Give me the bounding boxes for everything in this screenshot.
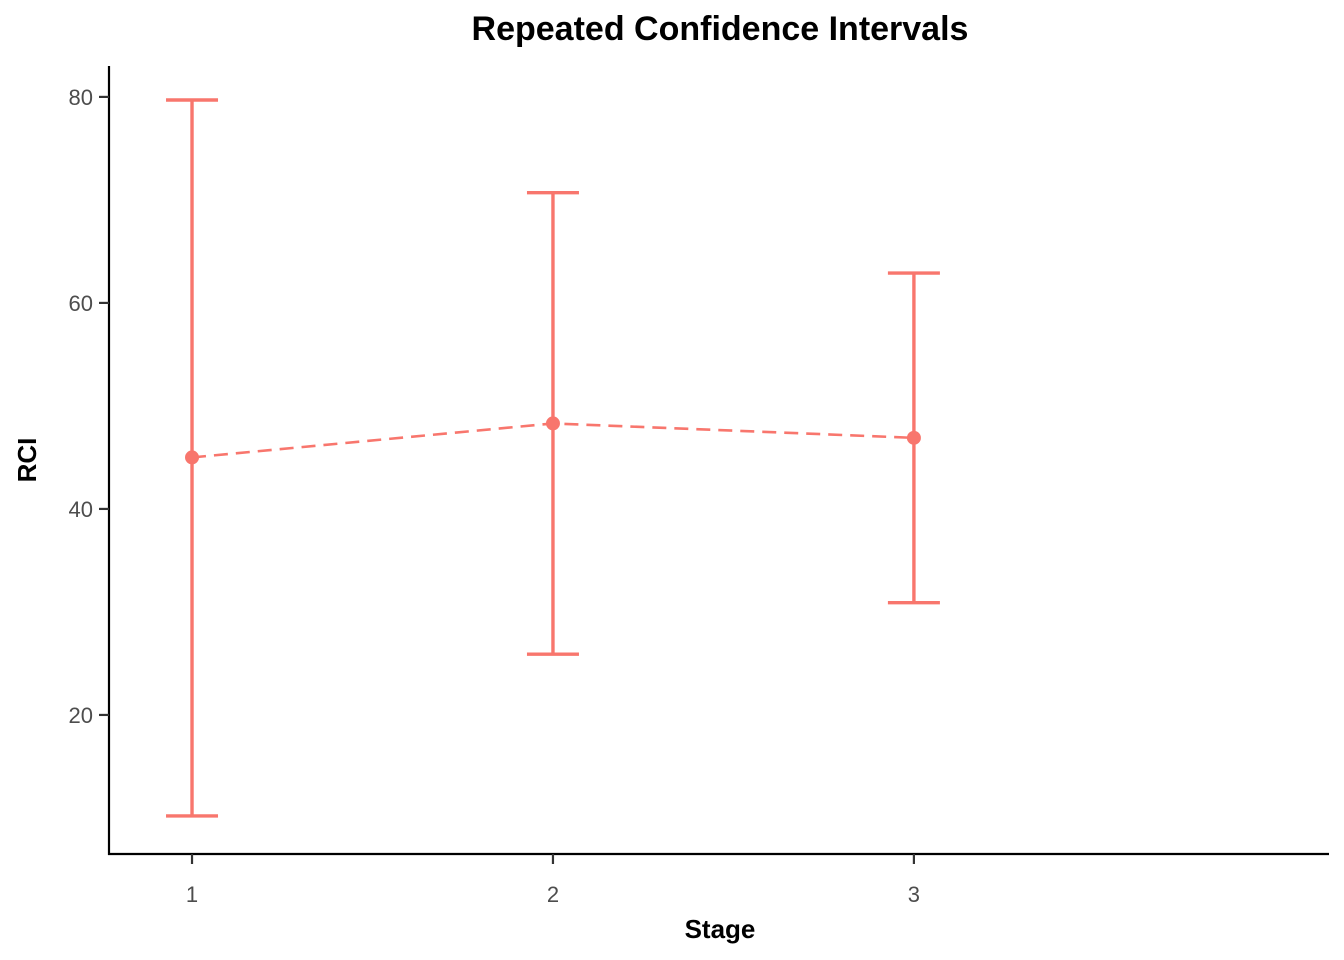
y-tick-label: 20 xyxy=(69,703,93,728)
y-tick-label: 40 xyxy=(69,497,93,522)
estimate-point xyxy=(185,450,200,465)
y-axis: 20 40 60 80 xyxy=(69,85,109,728)
x-tick-label: 2 xyxy=(547,882,559,907)
x-tick-label: 1 xyxy=(186,882,198,907)
estimate-point xyxy=(906,430,921,445)
x-tick-label: 3 xyxy=(908,882,920,907)
x-axis-title: Stage xyxy=(685,914,756,944)
plot-area xyxy=(166,98,940,818)
y-axis-title: RCI xyxy=(12,438,42,483)
y-tick-label: 80 xyxy=(69,85,93,110)
y-tick-label: 60 xyxy=(69,291,93,316)
estimate-point xyxy=(545,416,560,431)
chart-title: Repeated Confidence Intervals xyxy=(472,10,969,48)
x-axis: 1 2 3 xyxy=(186,854,920,907)
